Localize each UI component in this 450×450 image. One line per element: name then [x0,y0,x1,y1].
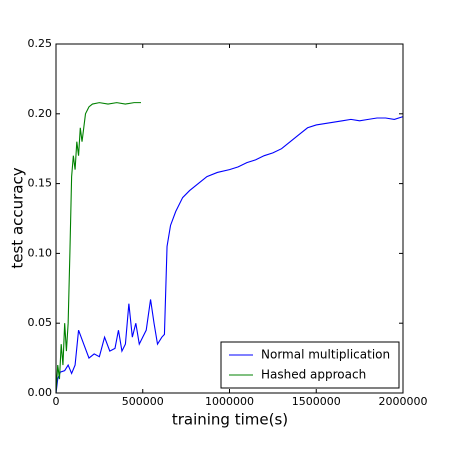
x-tick-label: 1000000 [205,395,254,408]
series-line [55,116,404,394]
y-tick-label: 0.00 [28,386,53,399]
y-tick-label: 0.05 [28,316,53,329]
x-tick-label: 1500000 [292,395,341,408]
plot-frame [55,43,404,394]
y-tick-label: 0.25 [28,37,53,50]
y-tick-label: 0.20 [28,107,53,120]
legend-box [220,341,400,389]
y-tick-label: 0.15 [28,177,53,190]
x-tick-label: 500000 [122,395,164,408]
x-tick-label: 0 [53,395,60,408]
x-axis-label: training time(s) [172,411,288,429]
x-tick-label: 2000000 [379,395,428,408]
y-axis-label: test accuracy [9,167,27,268]
legend-label: Hashed approach [261,368,366,382]
y-tick-label: 0.10 [28,246,53,259]
legend-label: Normal multiplication [261,348,390,362]
series-line [55,102,142,394]
